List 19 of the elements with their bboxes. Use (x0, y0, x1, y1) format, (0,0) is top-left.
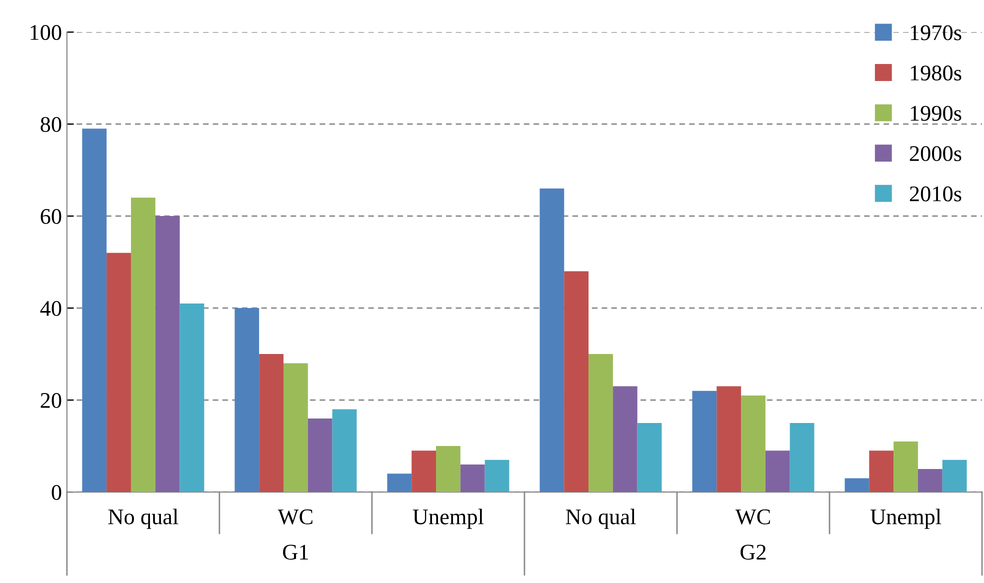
text: G1 (283, 544, 308, 560)
y-tick-label: 80 (40, 116, 62, 132)
x-tick-label: WC (735, 509, 770, 524)
text: G2 (740, 544, 766, 560)
legend-label: 1970s (910, 25, 962, 40)
x-tick-label: Unempl (870, 508, 942, 529)
legend-label: 1980s (910, 66, 962, 81)
x-tick-label: No qual (108, 508, 178, 529)
y-tick-label: 40 (40, 300, 62, 316)
x-tick-label: Unempl (412, 508, 484, 529)
y-tick-label: 60 (40, 208, 62, 224)
x-tick-label: WC (278, 509, 312, 524)
legend-label: 2000s (910, 146, 962, 162)
legend-label: 1990s (910, 106, 962, 121)
y-tick-label: 100 (30, 24, 62, 40)
x-tick-label: No qual (566, 508, 636, 529)
legend-label: 2010s (910, 186, 962, 202)
y-tick-label: 0 (52, 484, 62, 500)
y-tick-label: 20 (40, 392, 62, 408)
